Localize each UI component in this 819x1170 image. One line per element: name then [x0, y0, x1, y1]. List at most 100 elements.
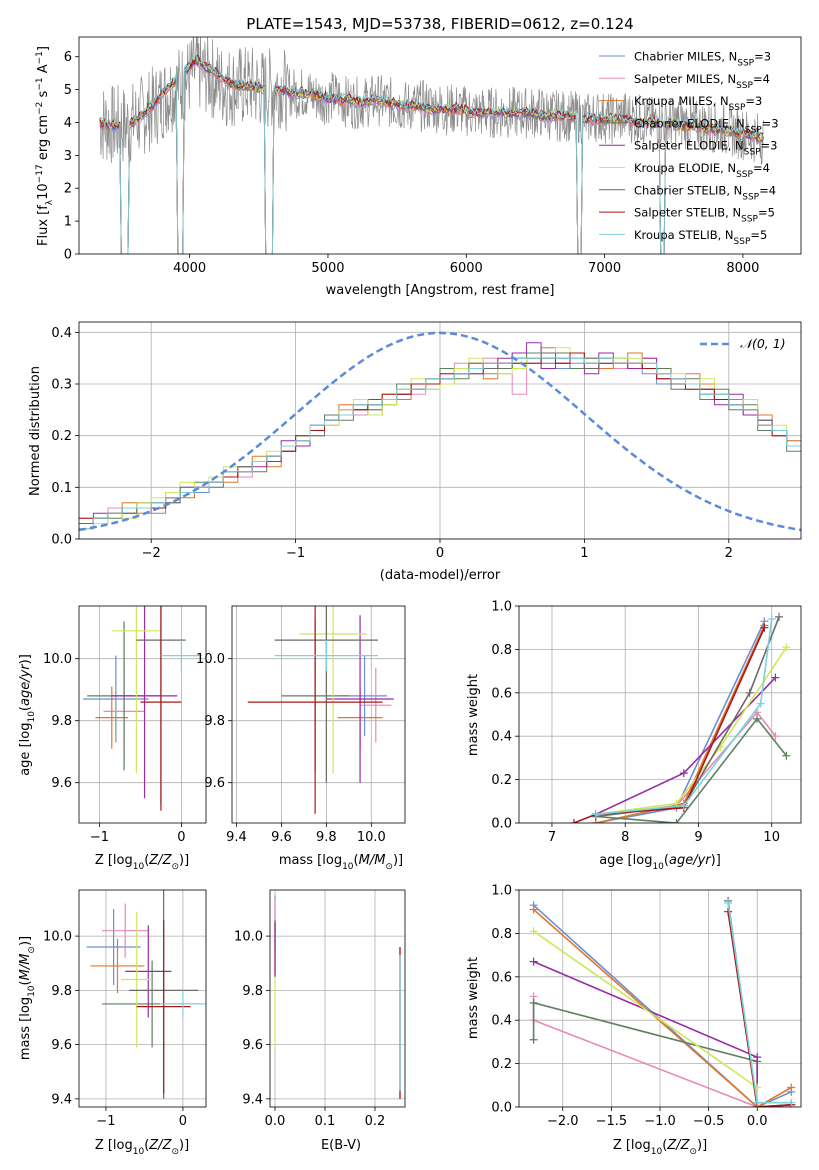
tick-label-y: 0.0 [491, 817, 512, 832]
tick-label-y: 2 [64, 182, 72, 197]
x-axis-label: Z [log10(Z/Z⊙)] [613, 1138, 707, 1157]
series-line [595, 717, 788, 823]
tick-label-x: −2.0 [547, 1114, 579, 1129]
tick-label-y: 9.6 [51, 776, 72, 791]
legend-entry-part: Chabrier ELODIE, N [634, 116, 745, 130]
x-axis-label-part: ( [144, 1138, 149, 1153]
legend-entry-part: =4 [753, 72, 770, 86]
x-axis-label-part: 10 [133, 1147, 145, 1157]
data-point-marker [782, 751, 791, 760]
y-axis-label-part: Flux [f [36, 205, 51, 246]
x-axis-label-part: age/yr [669, 853, 712, 868]
age-vs-Z-plot-area [79, 606, 206, 823]
x-axis-label-part: 10 [652, 862, 664, 872]
tick-label-y: 0.4 [491, 1014, 512, 1029]
y-axis-label: mass weight [466, 674, 481, 756]
errorbar-salpeter-stelib [247, 606, 383, 814]
tick-label-y: 5 [64, 83, 72, 98]
age-vs-mass-panel: 9.4 9.6 9.8 10.0 9.6 9.8 10.0 mass [log10(M/M⊙)… [196, 605, 406, 872]
tick-label-x: −1.5 [596, 1114, 628, 1129]
x-axis-label-part: ⊙ [171, 1147, 179, 1157]
y-axis-label-part: M/M [18, 954, 33, 981]
spectrum-frame [78, 36, 802, 255]
tick-label-y: 4 [64, 116, 72, 131]
errorbar-kroupa-miles [95, 686, 129, 749]
x-axis-label-part: 10 [651, 1147, 663, 1157]
legend-entry: Chabrier STELIB, NSSP=4 [634, 183, 776, 202]
normal-curve [79, 331, 801, 532]
y-axis-label-part: s [36, 90, 51, 101]
legend-normal: 𝒩(0, 1) [740, 336, 786, 351]
series-chabrier-elodie [529, 998, 762, 1107]
tick-label-y: 1.0 [491, 884, 512, 899]
tick-label-y: 9.6 [242, 1038, 263, 1053]
age-vs-Z-panel: −1 09.69.810.0Z [log10(Z/Z⊙)]age [log10(a… [18, 605, 207, 872]
tick-label-y: 0 [64, 248, 72, 263]
tick-label-y: 0.4 [51, 326, 72, 341]
tick-label-y: 0.8 [491, 643, 512, 658]
data-point-marker [724, 907, 733, 916]
weight-vs-Z-plot-area [519, 890, 801, 1107]
series-line [533, 930, 758, 1107]
legend-entry-part: SSP [729, 103, 746, 113]
series-chabrier-miles [591, 617, 769, 823]
tick-label-x: 10.0 [357, 830, 386, 845]
tick-label-x: 0.0 [265, 1114, 286, 1129]
y-axis-label: mass weight [466, 957, 481, 1039]
legend-entry-part: Kroupa ELODIE, N [634, 161, 736, 175]
tick-label-x: −1.0 [644, 1114, 676, 1129]
tick-label-y: 0.2 [491, 773, 512, 788]
tick-label-y: 9.8 [51, 714, 72, 729]
tick-label-x: 0 [436, 546, 444, 561]
data-point-marker [529, 1035, 538, 1044]
residuals-plot-area [79, 322, 801, 539]
legend-entry-part: Kroupa STELIB, N [634, 228, 734, 242]
legend-entry-part: =5 [750, 228, 767, 242]
x-axis-label-part: Z/Z [666, 1138, 690, 1153]
x-axis-label-part: age [log [599, 853, 652, 868]
x-axis-label-part: Z [log [613, 1138, 651, 1153]
tick-label-x: 9.4 [226, 830, 247, 845]
legend-entry: Salpeter MILES, NSSP=4 [634, 72, 770, 91]
legend-entry-part: Kroupa MILES, N [634, 94, 729, 108]
legend-entry-part: =3 [754, 50, 771, 64]
legend-entry-part: SSP [736, 170, 753, 180]
x-axis-label-part: )] [179, 853, 189, 868]
tick-label-y: 0.2 [51, 429, 72, 444]
x-axis-label-part: ( [664, 853, 669, 868]
tick-label-y: 9.6 [51, 1038, 72, 1053]
series-salpeter-stelib [724, 907, 796, 1107]
data-point-marker [753, 1053, 762, 1062]
tick-label-y: 9.6 [204, 776, 225, 791]
legend-entry-part: SSP [744, 148, 761, 158]
mass-vs-Z-frame [78, 889, 207, 1108]
legend-entry-part: SSP [741, 215, 758, 225]
legend-entry: Chabrier ELODIE, NSSP=3 [634, 116, 779, 135]
tick-label-y: 9.8 [242, 984, 263, 999]
legend-entry-part: =3 [745, 94, 762, 108]
model-spectrum-kroupa-stelib [99, 54, 764, 254]
y-axis-label-part: ⊙ [27, 946, 37, 954]
tick-label-x: 5000 [311, 261, 344, 276]
series-kroupa-elodie [529, 927, 762, 1107]
legend-entry: Kroupa STELIB, NSSP=5 [634, 228, 767, 247]
series-line [595, 618, 773, 816]
legend-entry: Kroupa MILES, NSSP=3 [634, 94, 762, 113]
x-axis-label-part: Z/Z [148, 853, 172, 868]
mass-vs-Z-panel: −1 09.49.69.810.0Z [log10(Z/Z⊙)]mass [log… [18, 889, 207, 1157]
age-vs-Z-frame [78, 605, 207, 824]
legend-entry: Salpeter STELIB, NSSP=5 [634, 206, 775, 225]
series-kroupa-stelib [724, 899, 796, 1107]
y-axis-label-part: mass [log [18, 997, 33, 1060]
weight-vs-age-plot-area [519, 606, 801, 823]
tick-label-x: −2 [142, 546, 161, 561]
x-axis-label-part: ( [354, 853, 359, 868]
x-axis-label: E(B-V) [321, 1138, 361, 1153]
series-line [533, 908, 792, 1107]
x-axis-label-part: ( [662, 1138, 667, 1153]
tick-label-y: 1.0 [491, 600, 512, 615]
series-line [533, 960, 758, 1107]
legend-entry-part: Salpeter STELIB, N [634, 206, 741, 220]
data-point-marker [767, 615, 776, 624]
